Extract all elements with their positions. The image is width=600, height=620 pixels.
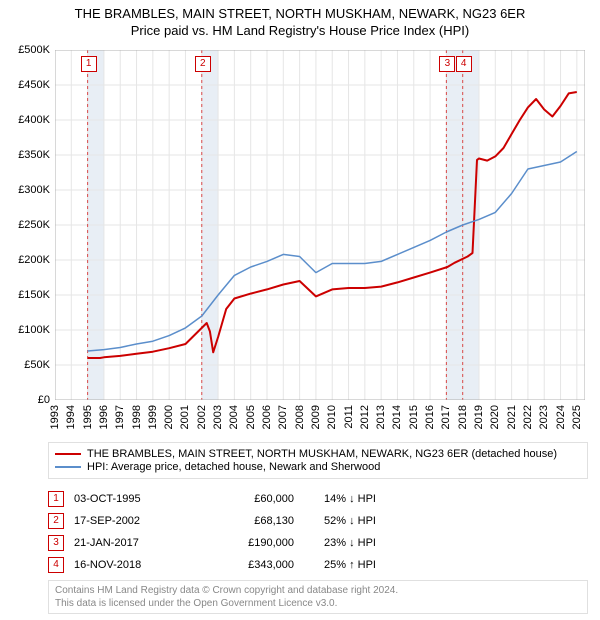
event-row: 3 21-JAN-2017 £190,000 23% ↓ HPI [48, 532, 588, 554]
x-axis-label: 2014 [391, 405, 403, 429]
y-axis-label: £400K [0, 114, 50, 126]
x-axis-label: 1996 [98, 405, 110, 429]
event-price: £190,000 [204, 537, 314, 549]
x-axis-label: 2001 [179, 405, 191, 429]
event-marker: 4 [48, 557, 64, 573]
legend-swatch [55, 453, 81, 455]
x-axis-label: 2004 [228, 405, 240, 429]
x-axis-label: 2007 [277, 405, 289, 429]
footer-line: This data is licensed under the Open Gov… [55, 597, 581, 610]
title-subtitle: Price paid vs. HM Land Registry's House … [0, 23, 600, 40]
event-diff: 25% ↑ HPI [324, 559, 424, 571]
event-price: £343,000 [204, 559, 314, 571]
x-axis-label: 2002 [196, 405, 208, 429]
event-price: £60,000 [204, 493, 314, 505]
chart-area: £0£50K£100K£150K£200K£250K£300K£350K£400… [55, 50, 585, 400]
y-axis-label: £250K [0, 219, 50, 231]
x-axis-label: 2016 [424, 405, 436, 429]
x-axis-label: 2021 [506, 405, 518, 429]
x-axis-label: 2024 [555, 405, 567, 429]
legend-label: THE BRAMBLES, MAIN STREET, NORTH MUSKHAM… [87, 448, 557, 460]
event-diff: 14% ↓ HPI [324, 493, 424, 505]
chart-container: THE BRAMBLES, MAIN STREET, NORTH MUSKHAM… [0, 0, 600, 620]
x-axis-label: 1994 [65, 405, 77, 429]
event-date: 17-SEP-2002 [74, 515, 194, 527]
y-axis-label: £0 [0, 394, 50, 406]
legend-label: HPI: Average price, detached house, Newa… [87, 461, 380, 473]
x-axis-label: 2006 [261, 405, 273, 429]
x-axis-label: 2018 [457, 405, 469, 429]
x-axis-label: 2020 [489, 405, 501, 429]
x-axis-label: 1997 [114, 405, 126, 429]
x-axis-label: 2015 [408, 405, 420, 429]
chart-event-marker: 3 [439, 56, 455, 72]
event-row: 1 03-OCT-1995 £60,000 14% ↓ HPI [48, 488, 588, 510]
x-axis-label: 1999 [147, 405, 159, 429]
event-date: 03-OCT-1995 [74, 493, 194, 505]
x-axis-label: 1993 [49, 405, 61, 429]
y-axis-label: £50K [0, 359, 50, 371]
x-axis-label: 2012 [359, 405, 371, 429]
chart-event-marker: 1 [81, 56, 97, 72]
footer: Contains HM Land Registry data © Crown c… [48, 580, 588, 614]
x-axis-label: 2017 [440, 405, 452, 429]
y-axis-label: £300K [0, 184, 50, 196]
x-axis-label: 1998 [131, 405, 143, 429]
x-axis-label: 2010 [326, 405, 338, 429]
x-axis-label: 2022 [522, 405, 534, 429]
chart-event-marker: 4 [456, 56, 472, 72]
legend: THE BRAMBLES, MAIN STREET, NORTH MUSKHAM… [48, 442, 588, 479]
x-axis-label: 2005 [245, 405, 257, 429]
x-axis-label: 2019 [473, 405, 485, 429]
title-block: THE BRAMBLES, MAIN STREET, NORTH MUSKHAM… [0, 0, 600, 40]
chart-svg [55, 50, 585, 400]
chart-event-marker: 2 [195, 56, 211, 72]
event-marker: 2 [48, 513, 64, 529]
legend-row: THE BRAMBLES, MAIN STREET, NORTH MUSKHAM… [55, 448, 581, 460]
x-axis-label: 2003 [212, 405, 224, 429]
event-diff: 23% ↓ HPI [324, 537, 424, 549]
x-axis-label: 2025 [571, 405, 583, 429]
y-axis-label: £100K [0, 324, 50, 336]
event-price: £68,130 [204, 515, 314, 527]
event-marker: 1 [48, 491, 64, 507]
event-date: 21-JAN-2017 [74, 537, 194, 549]
x-axis-label: 2011 [343, 405, 355, 429]
title-address: THE BRAMBLES, MAIN STREET, NORTH MUSKHAM… [0, 6, 600, 23]
event-date: 16-NOV-2018 [74, 559, 194, 571]
x-axis-label: 2008 [294, 405, 306, 429]
event-row: 4 16-NOV-2018 £343,000 25% ↑ HPI [48, 554, 588, 576]
x-axis-label: 2009 [310, 405, 322, 429]
y-axis-label: £200K [0, 254, 50, 266]
event-row: 2 17-SEP-2002 £68,130 52% ↓ HPI [48, 510, 588, 532]
events-table: 1 03-OCT-1995 £60,000 14% ↓ HPI 2 17-SEP… [48, 488, 588, 576]
x-axis-label: 2000 [163, 405, 175, 429]
legend-swatch [55, 466, 81, 468]
footer-line: Contains HM Land Registry data © Crown c… [55, 584, 581, 597]
x-axis-label: 1995 [82, 405, 94, 429]
x-axis-label: 2013 [375, 405, 387, 429]
y-axis-label: £450K [0, 79, 50, 91]
event-diff: 52% ↓ HPI [324, 515, 424, 527]
y-axis-label: £350K [0, 149, 50, 161]
legend-row: HPI: Average price, detached house, Newa… [55, 461, 581, 473]
y-axis-label: £500K [0, 44, 50, 56]
x-axis-label: 2023 [538, 405, 550, 429]
y-axis-label: £150K [0, 289, 50, 301]
event-marker: 3 [48, 535, 64, 551]
